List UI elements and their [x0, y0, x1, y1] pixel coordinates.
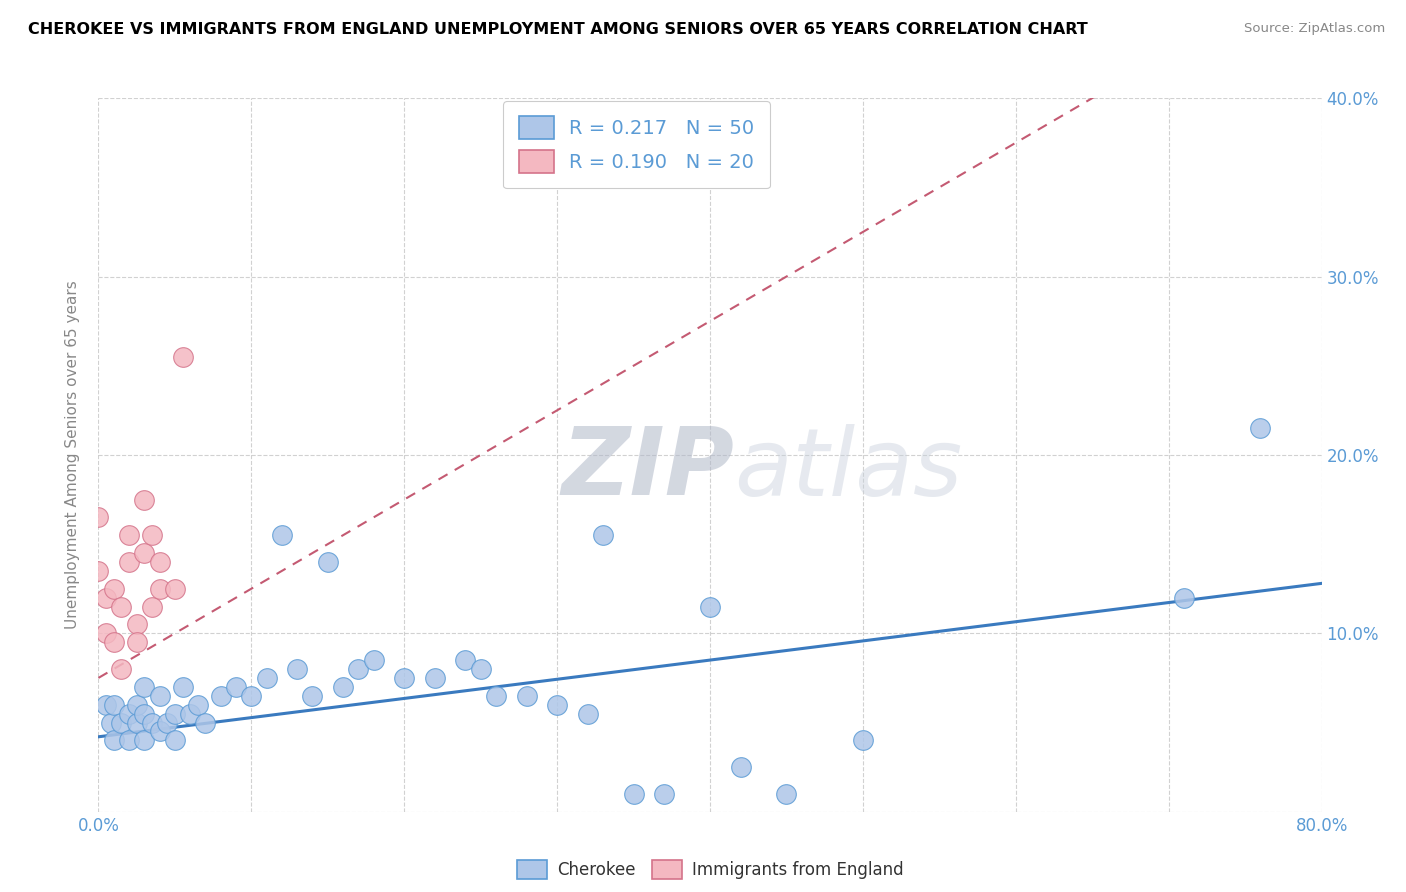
Point	[576, 706, 599, 721]
Point	[149, 724, 172, 739]
Point	[149, 555, 172, 569]
Point	[209, 689, 232, 703]
Text: atlas: atlas	[734, 424, 963, 515]
Point	[134, 680, 156, 694]
Point	[103, 733, 125, 747]
Point	[470, 662, 492, 676]
Text: CHEROKEE VS IMMIGRANTS FROM ENGLAND UNEMPLOYMENT AMONG SENIORS OVER 65 YEARS COR: CHEROKEE VS IMMIGRANTS FROM ENGLAND UNEM…	[28, 22, 1088, 37]
Point	[134, 706, 156, 721]
Point	[592, 528, 614, 542]
Point	[652, 787, 675, 801]
Point	[103, 582, 125, 596]
Point	[423, 671, 446, 685]
Point	[110, 715, 132, 730]
Y-axis label: Unemployment Among Seniors over 65 years: Unemployment Among Seniors over 65 years	[65, 281, 80, 629]
Point	[134, 492, 156, 507]
Point	[110, 662, 132, 676]
Point	[1249, 421, 1271, 435]
Point	[187, 698, 209, 712]
Point	[623, 787, 645, 801]
Point	[94, 626, 117, 640]
Point	[347, 662, 370, 676]
Point	[172, 680, 194, 694]
Point	[100, 715, 122, 730]
Point	[103, 635, 125, 649]
Point	[256, 671, 278, 685]
Point	[730, 760, 752, 774]
Point	[141, 599, 163, 614]
Point	[225, 680, 247, 694]
Point	[163, 733, 186, 747]
Legend: Cherokee, Immigrants from England: Cherokee, Immigrants from England	[510, 853, 910, 886]
Point	[285, 662, 308, 676]
Point	[110, 599, 132, 614]
Point	[87, 564, 110, 578]
Point	[516, 689, 538, 703]
Point	[125, 617, 148, 632]
Point	[94, 698, 117, 712]
Point	[156, 715, 179, 730]
Text: ZIP: ZIP	[561, 423, 734, 516]
Point	[1173, 591, 1195, 605]
Point	[125, 715, 148, 730]
Point	[485, 689, 508, 703]
Point	[134, 546, 156, 560]
Point	[332, 680, 354, 694]
Point	[775, 787, 797, 801]
Point	[270, 528, 292, 542]
Point	[141, 715, 163, 730]
Point	[163, 582, 186, 596]
Point	[363, 653, 385, 667]
Point	[392, 671, 416, 685]
Point	[118, 733, 141, 747]
Point	[172, 350, 194, 364]
Point	[546, 698, 568, 712]
Point	[699, 599, 721, 614]
Point	[118, 706, 141, 721]
Text: Source: ZipAtlas.com: Source: ZipAtlas.com	[1244, 22, 1385, 36]
Point	[125, 635, 148, 649]
Point	[163, 706, 186, 721]
Point	[852, 733, 875, 747]
Point	[149, 689, 172, 703]
Point	[87, 510, 110, 524]
Point	[118, 555, 141, 569]
Point	[316, 555, 339, 569]
Point	[125, 698, 148, 712]
Point	[134, 733, 156, 747]
Point	[94, 591, 117, 605]
Point	[103, 698, 125, 712]
Point	[240, 689, 263, 703]
Point	[118, 528, 141, 542]
Point	[194, 715, 217, 730]
Point	[141, 528, 163, 542]
Point	[454, 653, 477, 667]
Point	[179, 706, 201, 721]
Point	[149, 582, 172, 596]
Point	[301, 689, 323, 703]
